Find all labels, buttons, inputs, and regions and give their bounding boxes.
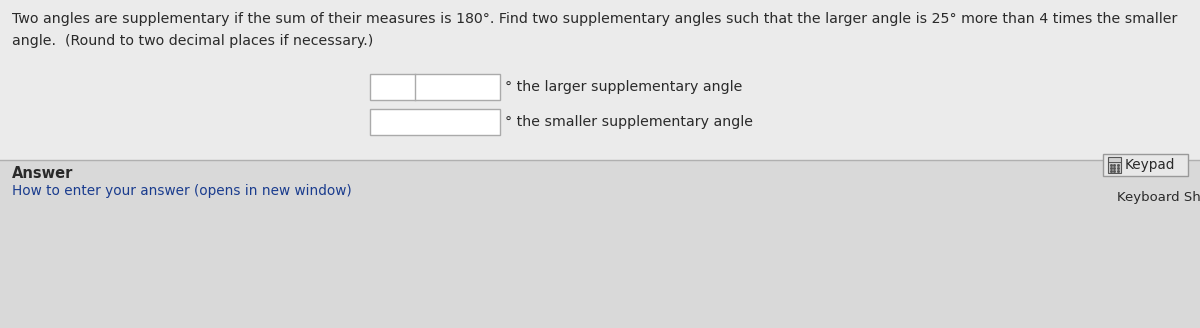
FancyBboxPatch shape [1103,154,1188,176]
Text: Two angles are supplementary if the sum of their measures is 180°. Find two supp: Two angles are supplementary if the sum … [12,12,1177,26]
Text: Keyboard Shortcuts: Keyboard Shortcuts [1117,191,1200,204]
FancyBboxPatch shape [370,109,500,135]
Bar [1108,157,1121,173]
Text: Keypad: Keypad [1126,158,1175,172]
Text: Answer: Answer [12,166,73,181]
Bar [0,0,1200,160]
Text: angle.  (Round to two decimal places if necessary.): angle. (Round to two decimal places if n… [12,34,373,48]
Text: How to enter your answer (opens in new window): How to enter your answer (opens in new w… [12,184,352,198]
Text: ° the larger supplementary angle: ° the larger supplementary angle [505,80,743,94]
Text: ° the smaller supplementary angle: ° the smaller supplementary angle [505,115,754,129]
Bar [0,160,1200,328]
FancyBboxPatch shape [370,74,500,100]
